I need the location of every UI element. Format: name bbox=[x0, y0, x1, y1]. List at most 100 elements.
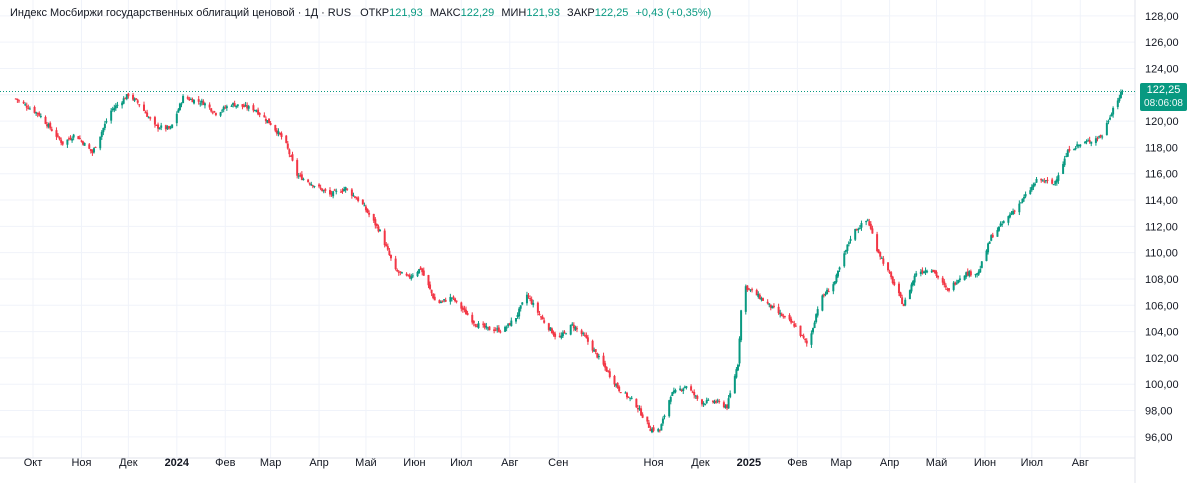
candle-body bbox=[147, 117, 150, 119]
candle-body bbox=[969, 271, 972, 276]
candle-body bbox=[549, 327, 552, 331]
candle-body bbox=[461, 307, 464, 310]
candle-body bbox=[1110, 114, 1113, 117]
candle-body bbox=[1057, 175, 1060, 181]
candle-body bbox=[1090, 141, 1093, 144]
candle-body bbox=[652, 427, 655, 431]
candle-body bbox=[124, 98, 127, 100]
candle-body bbox=[494, 329, 497, 331]
candle-body bbox=[788, 314, 791, 320]
candle-body bbox=[810, 333, 813, 345]
candle-body bbox=[366, 208, 369, 213]
candle-body bbox=[158, 128, 161, 130]
candle-body bbox=[935, 271, 938, 276]
candle-body bbox=[726, 404, 729, 409]
candle-body bbox=[157, 124, 160, 129]
candle-body bbox=[1077, 144, 1080, 146]
candle-body bbox=[144, 111, 147, 114]
candle-body bbox=[429, 284, 432, 289]
high-value: 122,29 bbox=[460, 7, 495, 19]
candle-body bbox=[1112, 107, 1115, 115]
candle-body bbox=[736, 364, 739, 371]
candle-body bbox=[733, 376, 736, 394]
candle-body bbox=[377, 226, 380, 232]
candle-body bbox=[724, 405, 727, 408]
candle-body bbox=[1024, 194, 1027, 197]
candle-body bbox=[433, 296, 436, 301]
candle-body bbox=[602, 355, 605, 365]
candle-body bbox=[580, 330, 583, 334]
candle-body bbox=[607, 370, 610, 372]
candle-body bbox=[168, 126, 170, 129]
candle-body bbox=[897, 283, 900, 294]
candle-body bbox=[857, 228, 860, 231]
chart-legend: Индекс Мосбиржи государственных облигаци… bbox=[10, 7, 711, 19]
candle-body bbox=[241, 104, 244, 107]
candle-body bbox=[17, 100, 20, 102]
candle-body bbox=[343, 188, 346, 192]
candle-body bbox=[116, 104, 119, 106]
candle-body bbox=[493, 329, 496, 332]
candle-body bbox=[77, 136, 80, 140]
candle-body bbox=[1046, 179, 1049, 181]
candle-body bbox=[88, 144, 91, 149]
candle-body bbox=[186, 97, 189, 99]
candle-body bbox=[816, 309, 819, 316]
candle-body bbox=[135, 98, 138, 100]
candle-body bbox=[464, 309, 467, 315]
candle-body bbox=[472, 320, 475, 324]
candle-body bbox=[1019, 202, 1022, 204]
candle-body bbox=[388, 250, 391, 255]
candle-body bbox=[779, 312, 782, 315]
candle-body bbox=[488, 326, 491, 331]
candle-body bbox=[532, 302, 535, 305]
candle-body bbox=[441, 300, 444, 302]
candle-body bbox=[1062, 164, 1065, 174]
candle-body bbox=[866, 219, 869, 221]
candle-body bbox=[497, 327, 500, 332]
candle-body bbox=[410, 276, 413, 279]
candle-body bbox=[661, 418, 664, 424]
candle-body bbox=[912, 281, 915, 285]
candle-body bbox=[332, 191, 335, 197]
candle-body bbox=[92, 148, 95, 153]
candle-body bbox=[822, 294, 825, 296]
candle-body bbox=[341, 190, 344, 192]
candle-body bbox=[389, 254, 392, 259]
candle-body bbox=[608, 371, 611, 378]
candle-body bbox=[879, 252, 882, 257]
candle-body bbox=[638, 408, 641, 410]
candle-body bbox=[977, 271, 980, 275]
candle-body bbox=[1051, 179, 1054, 184]
candle-body bbox=[965, 272, 968, 277]
candle-body bbox=[69, 138, 72, 140]
candle-body bbox=[427, 275, 430, 286]
candle-body bbox=[1002, 221, 1005, 224]
candle-body bbox=[277, 131, 280, 135]
candle-body bbox=[1098, 136, 1101, 138]
candle-body bbox=[636, 408, 639, 410]
candle-body bbox=[833, 281, 836, 284]
change-value: +0,43 (+0,35%) bbox=[635, 7, 712, 19]
candle-body bbox=[705, 400, 708, 404]
candle-body bbox=[674, 389, 677, 393]
candle-body bbox=[224, 107, 227, 109]
candle-body bbox=[1085, 141, 1088, 143]
candle-body bbox=[890, 272, 893, 278]
candle-body bbox=[247, 106, 250, 109]
candle-body bbox=[324, 189, 327, 191]
candle-body bbox=[1043, 181, 1046, 183]
candle-body bbox=[202, 101, 205, 105]
candle-body bbox=[569, 324, 572, 335]
candle-body bbox=[222, 106, 225, 110]
candle-body bbox=[83, 142, 86, 146]
candle-body bbox=[565, 333, 568, 335]
candle-body bbox=[552, 332, 555, 336]
candle-body bbox=[805, 340, 808, 344]
candle-body bbox=[397, 271, 400, 273]
candle-body bbox=[1023, 197, 1026, 199]
candle-body bbox=[772, 305, 775, 308]
candle-body bbox=[103, 123, 106, 128]
